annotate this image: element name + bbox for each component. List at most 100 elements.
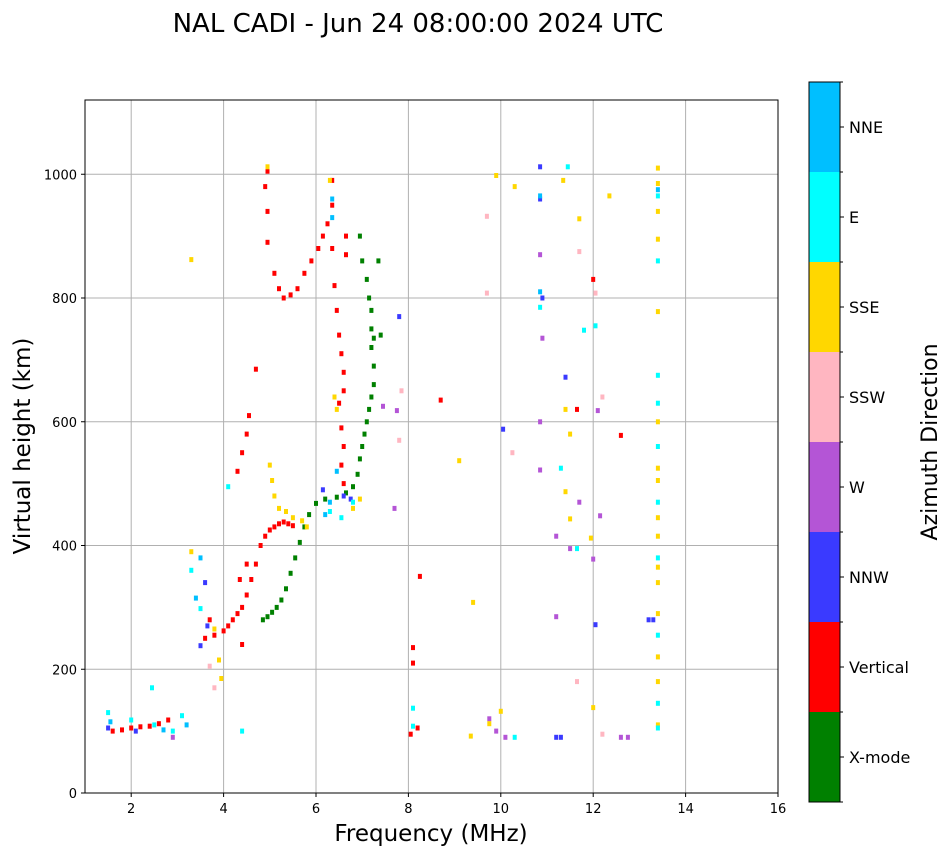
data-point-e [655, 632, 660, 638]
y-tick-label: 400 [52, 540, 77, 555]
data-point-x-mode [351, 484, 355, 490]
data-point-nnw [106, 725, 111, 731]
plot-background [85, 100, 778, 793]
data-point-vertical [332, 283, 337, 289]
data-point-nnw [341, 493, 346, 499]
colorbar: X-mode Vertical NNW W SSW SSE E NNE [808, 81, 910, 803]
data-point-nnw [198, 643, 203, 649]
data-point-nnw [205, 623, 210, 629]
data-point-sse [457, 458, 462, 464]
y-tick-label: 600 [52, 416, 77, 431]
data-point-w [625, 734, 630, 740]
data-point-vertical [253, 561, 258, 567]
data-point-vertical [244, 592, 249, 598]
data-point-e [339, 515, 344, 521]
data-point-x-mode [279, 597, 284, 603]
data-point-vertical [138, 724, 143, 730]
colorbar-segment [809, 262, 840, 352]
data-point-e [655, 700, 660, 706]
data-point-x-mode [270, 609, 275, 615]
data-point-vertical [320, 233, 325, 239]
data-point-vertical [341, 444, 346, 449]
data-point-sse [655, 654, 660, 660]
data-point-vertical [244, 431, 249, 437]
data-point-x-mode [302, 524, 307, 530]
data-point-vertical [166, 717, 171, 723]
colorbar-label: Azimuth Direction [918, 343, 943, 540]
data-point-e [189, 567, 194, 573]
data-point-ssw [212, 685, 217, 691]
data-point-w [577, 499, 582, 505]
data-point-nnw [320, 487, 325, 493]
data-point-x-mode [355, 471, 360, 477]
data-point-x-mode [360, 444, 365, 449]
data-point-nnw [558, 734, 563, 740]
data-point-vertical [330, 177, 335, 183]
data-point-nne [327, 499, 332, 505]
data-point-nne [161, 727, 166, 733]
data-point-nne [334, 468, 339, 474]
data-point-nnw [397, 314, 402, 320]
data-point-nnw [651, 617, 656, 623]
data-point-sse [334, 406, 339, 412]
data-point-x-mode [369, 307, 374, 313]
data-point-sse [327, 177, 332, 183]
data-point-w [170, 734, 175, 740]
data-point-x-mode [265, 614, 270, 620]
data-point-vertical [240, 450, 245, 456]
data-point-x-mode [369, 326, 374, 332]
data-point-vertical [411, 645, 415, 651]
data-point-sse [351, 505, 355, 511]
data-point-ssw [484, 213, 489, 219]
data-point-vertical [226, 623, 231, 629]
data-point-e [226, 484, 231, 490]
data-point-sse [219, 676, 224, 681]
data-point-sse [212, 626, 217, 632]
colorbar-segment [809, 622, 840, 712]
x-tick-label: 6 [312, 802, 320, 817]
data-point-e [655, 400, 660, 406]
data-point-vertical [316, 246, 321, 251]
data-point-e [152, 722, 157, 728]
data-point-w [394, 408, 399, 414]
data-point-w [618, 734, 623, 740]
data-point-w [540, 335, 545, 341]
data-point-vertical [147, 723, 152, 729]
data-point-e [582, 327, 586, 333]
data-point-vertical [129, 725, 134, 731]
data-point-vertical [244, 561, 249, 567]
data-point-vertical [290, 523, 295, 529]
data-point-vertical [618, 432, 623, 438]
data-point-x-mode [367, 295, 372, 301]
data-point-nnw [538, 164, 543, 170]
colorbar-segment [809, 442, 840, 532]
data-point-nnw [348, 496, 353, 502]
data-point-vertical [277, 521, 281, 527]
data-point-x-mode [360, 258, 365, 264]
data-point-sse [189, 549, 194, 555]
data-point-vertical [415, 725, 420, 731]
data-point-e [512, 734, 517, 740]
data-point-x-mode [297, 539, 302, 545]
data-point-sse [284, 509, 288, 514]
data-point-sse [561, 177, 566, 183]
data-point-vertical [341, 369, 346, 375]
data-point-w [494, 728, 499, 734]
data-point-e [655, 193, 660, 199]
data-point-vertical [339, 462, 344, 468]
data-point-sse [577, 216, 582, 222]
data-point-x-mode [371, 363, 376, 369]
data-point-vertical [339, 425, 344, 431]
data-point-vertical [339, 351, 344, 357]
data-point-vertical [337, 400, 342, 406]
data-point-sse [655, 564, 660, 570]
data-point-sse [655, 533, 660, 539]
data-point-vertical [341, 481, 346, 487]
data-point-sse [270, 478, 275, 483]
data-point-sse [272, 493, 277, 499]
data-point-sse [267, 462, 272, 468]
data-point-sse [588, 535, 593, 541]
data-point-sse [332, 394, 337, 400]
data-point-ssw [397, 437, 402, 443]
colorbar-segment [809, 352, 840, 442]
